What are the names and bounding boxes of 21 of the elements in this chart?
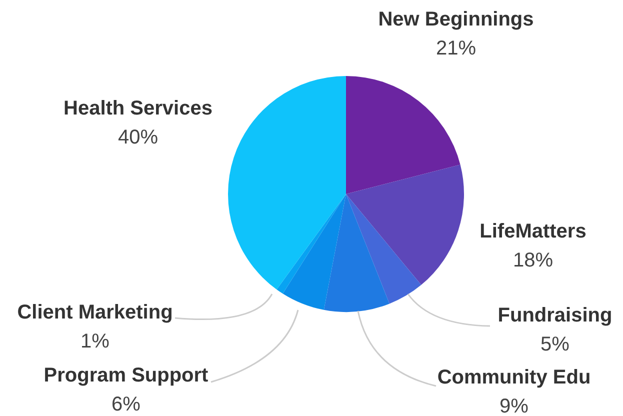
slice-label: Health Services [64, 97, 212, 120]
slice-label: Program Support [44, 364, 209, 386]
data-label: 1% [80, 330, 110, 352]
pie-slice [324, 194, 390, 312]
slice-label: Client Marketing [17, 301, 173, 324]
data-label: 6% [112, 393, 141, 416]
data-label: 9% [500, 395, 529, 416]
slice-label: Community Edu [437, 366, 591, 388]
data-label: 21% [436, 37, 476, 60]
slice-label: LifeMatters [480, 220, 586, 242]
pie-slice [346, 194, 422, 304]
data-label: 40% [118, 126, 158, 148]
pie-slice [346, 76, 460, 194]
slice-label: New Beginnings [378, 8, 534, 30]
data-label: 18% [512, 249, 554, 272]
pie-slice [276, 194, 346, 294]
slice-label: Fundraising [498, 304, 612, 326]
pie-slice [346, 164, 464, 285]
pie-slice [228, 76, 346, 290]
data-label: 5% [540, 333, 570, 356]
pie-slice [282, 194, 346, 310]
